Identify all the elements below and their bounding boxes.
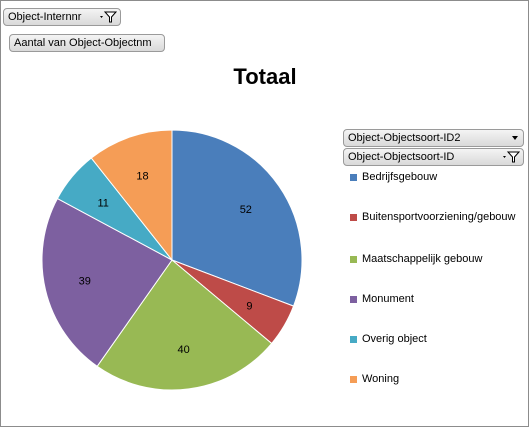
legend-label: Maatschappelijk gebouw	[362, 253, 483, 265]
pie-slice-woning[interactable]	[90, 129, 173, 262]
pie-data-label: 9	[246, 300, 252, 312]
field-button-soort2[interactable]: Object-Objectsoort-ID2	[343, 129, 524, 147]
pie-data-label: 11	[98, 197, 109, 209]
legend-label: Overig object	[362, 333, 427, 345]
field-button-internnr-label: Object-Internnr	[8, 11, 82, 23]
pie-slice-bedrijfsgebouw[interactable]	[171, 129, 303, 307]
legend-label: Woning	[362, 373, 400, 385]
legend-swatch	[350, 214, 357, 221]
field-button-soort[interactable]: Object-Objectsoort-ID	[343, 148, 524, 166]
legend-label: Bedrijfsgebouw	[362, 171, 438, 183]
pie-slice-monument[interactable]	[41, 197, 173, 367]
filter-icon[interactable]	[502, 149, 520, 165]
field-button-soort-label: Object-Objectsoort-ID	[348, 151, 455, 163]
legend-swatch	[350, 336, 357, 343]
field-button-aantal[interactable]: Aantal van Object-Objectnm	[9, 34, 165, 52]
dropdown-arrow-icon[interactable]	[510, 130, 520, 146]
field-button-soort2-label: Object-Objectsoort-ID2	[348, 132, 461, 144]
chart-title: Totaal	[233, 64, 297, 89]
pie-data-label: 52	[240, 204, 252, 216]
legend-swatch	[350, 174, 357, 181]
field-button-internnr[interactable]: Object-Internnr	[3, 8, 121, 26]
legend-label: Buitensportvoorziening/gebouw	[362, 211, 516, 223]
pie-data-label: 18	[136, 170, 148, 182]
pie-data-label: 39	[79, 276, 91, 288]
pie-data-label: 40	[178, 344, 190, 356]
pie-slice-maatschappelijk-gebouw[interactable]	[96, 259, 273, 391]
legend-swatch	[350, 296, 357, 303]
filter-icon[interactable]	[99, 9, 117, 25]
legend-label: Monument	[362, 293, 414, 305]
legend-swatch	[350, 256, 357, 263]
legend-swatch	[350, 376, 357, 383]
field-button-aantal-label: Aantal van Object-Objectnm	[14, 37, 152, 49]
